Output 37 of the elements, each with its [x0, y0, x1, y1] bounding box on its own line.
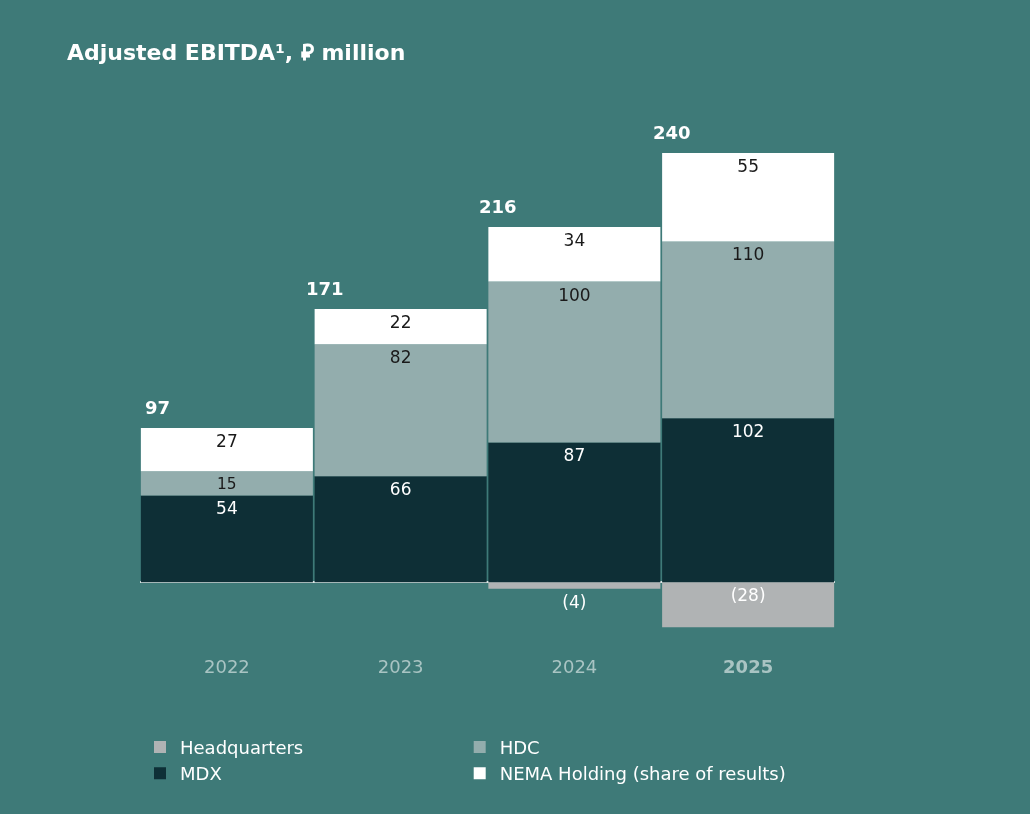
x-tick-label: 2022: [203, 656, 250, 677]
x-tick-label: 2025: [723, 656, 774, 677]
data-label: 34: [563, 229, 586, 250]
data-label: 102: [731, 421, 765, 442]
x-tick-label: 2023: [377, 656, 424, 677]
data-label: 22: [389, 311, 412, 332]
data-label: 110: [731, 244, 765, 265]
data-label: 15: [217, 474, 237, 493]
data-label: (28): [730, 585, 766, 606]
total-label: 216: [479, 196, 517, 217]
bar: [662, 153, 835, 242]
data-label: 100: [558, 284, 591, 305]
bar: [314, 308, 487, 345]
bar: [488, 226, 661, 282]
legend-label: MDX: [180, 763, 222, 785]
data-label: 27: [216, 430, 238, 451]
total-label: 97: [145, 397, 171, 418]
x-tick-label: 2024: [551, 656, 598, 677]
data-label: (4): [562, 591, 587, 612]
bar: [662, 582, 835, 628]
data-label: 82: [389, 347, 412, 368]
chart-title: Adjusted EBITDA¹, ⃁ million: [66, 40, 406, 66]
bar: [140, 471, 313, 496]
legend-label: Headquarters: [180, 736, 304, 758]
legend-label: NEMA Holding (share of results): [499, 763, 786, 785]
data-label: 55: [737, 156, 759, 176]
total-label: 240: [653, 122, 691, 143]
legend-label: HDC: [499, 736, 540, 758]
total-label: 171: [306, 278, 344, 299]
bar: [662, 241, 835, 419]
data-label: 87: [563, 445, 586, 466]
data-label: 54: [216, 498, 238, 519]
bar: [488, 582, 661, 589]
bar: [140, 495, 313, 583]
bar: [662, 418, 835, 583]
bar: [140, 427, 313, 472]
data-label: 66: [389, 479, 412, 500]
